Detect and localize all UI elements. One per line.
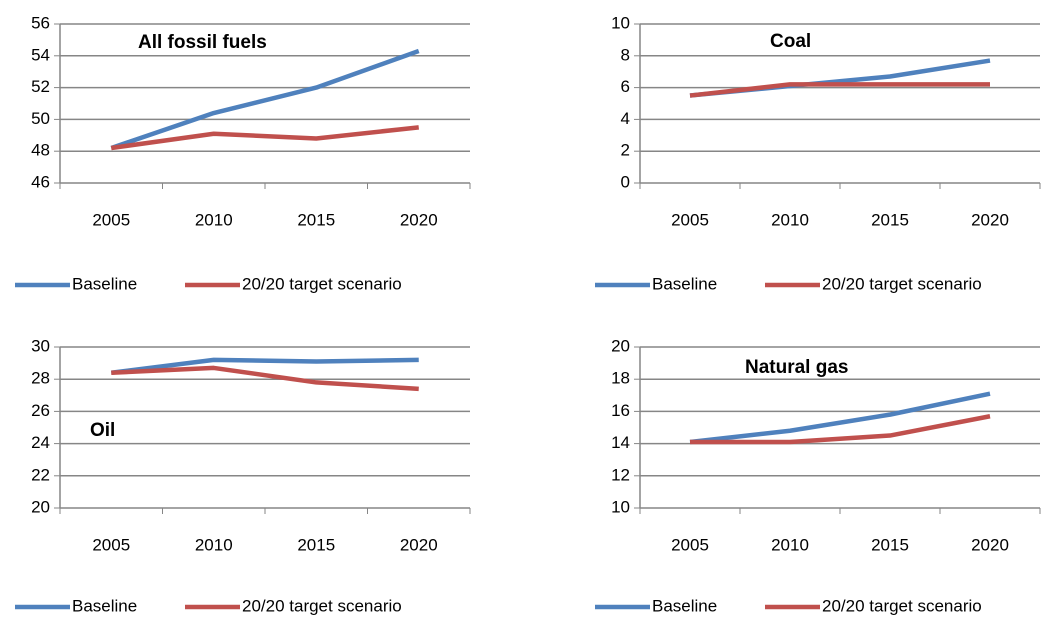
series-line: [110, 48, 420, 151]
chart-title: All fossil fuels: [138, 32, 267, 53]
x-tick-label: 2010: [771, 210, 809, 229]
y-tick-label: 18: [611, 369, 630, 388]
y-tick-label: 4: [621, 109, 630, 128]
x-tick-label: 2015: [871, 210, 909, 229]
y-tick-label: 56: [31, 13, 50, 32]
y-tick-label: 6: [621, 77, 630, 96]
x-tick-label: 2010: [771, 535, 809, 554]
x-tick-label: 2010: [195, 210, 233, 229]
chart-title: Oil: [90, 420, 115, 441]
x-tick-label: 2020: [971, 210, 1009, 229]
y-tick-label: 0: [621, 172, 630, 191]
y-tick-label: 14: [611, 433, 630, 452]
series-line: [690, 414, 991, 445]
chart-title: Natural gas: [745, 357, 848, 378]
legend-label: Baseline: [72, 274, 137, 293]
chart-title: Coal: [770, 31, 811, 52]
legend-label: 20/20 target scenario: [242, 274, 402, 293]
y-tick-label: 12: [611, 465, 630, 484]
y-tick-label: 20: [611, 336, 630, 355]
y-tick-label: 52: [31, 77, 50, 96]
legend-label: Baseline: [652, 274, 717, 293]
x-tick-label: 2005: [92, 210, 130, 229]
y-tick-label: 10: [611, 497, 630, 516]
legend-label: Baseline: [652, 596, 717, 615]
y-tick-label: 10: [611, 13, 630, 32]
x-tick-label: 2005: [671, 210, 709, 229]
x-tick-label: 2005: [92, 535, 130, 554]
y-tick-label: 22: [31, 465, 50, 484]
y-tick-label: 28: [31, 369, 50, 388]
legend-label: 20/20 target scenario: [822, 274, 982, 293]
legend-label: Baseline: [72, 596, 137, 615]
y-tick-label: 2: [621, 141, 630, 160]
y-tick-label: 20: [31, 497, 50, 516]
y-tick-label: 48: [31, 141, 50, 160]
legend-label: 20/20 target scenario: [242, 596, 402, 615]
series-line: [110, 125, 419, 151]
x-tick-label: 2015: [297, 535, 335, 554]
x-tick-label: 2015: [297, 210, 335, 229]
y-tick-label: 46: [31, 172, 50, 191]
x-tick-label: 2020: [971, 535, 1009, 554]
y-tick-label: 50: [31, 109, 50, 128]
x-tick-label: 2020: [400, 535, 438, 554]
y-tick-label: 16: [611, 401, 630, 420]
y-tick-label: 26: [31, 401, 50, 420]
series-line: [689, 82, 990, 98]
x-tick-label: 2020: [400, 210, 438, 229]
x-tick-label: 2010: [195, 535, 233, 554]
series-line: [111, 365, 419, 392]
series-line: [689, 391, 991, 445]
y-tick-label: 54: [31, 45, 50, 64]
x-tick-label: 2005: [671, 535, 709, 554]
y-tick-label: 24: [31, 433, 50, 452]
y-tick-label: 8: [621, 45, 630, 64]
legend-label: 20/20 target scenario: [822, 596, 982, 615]
y-tick-label: 30: [31, 336, 50, 355]
x-tick-label: 2015: [871, 535, 909, 554]
series-line: [110, 357, 419, 375]
